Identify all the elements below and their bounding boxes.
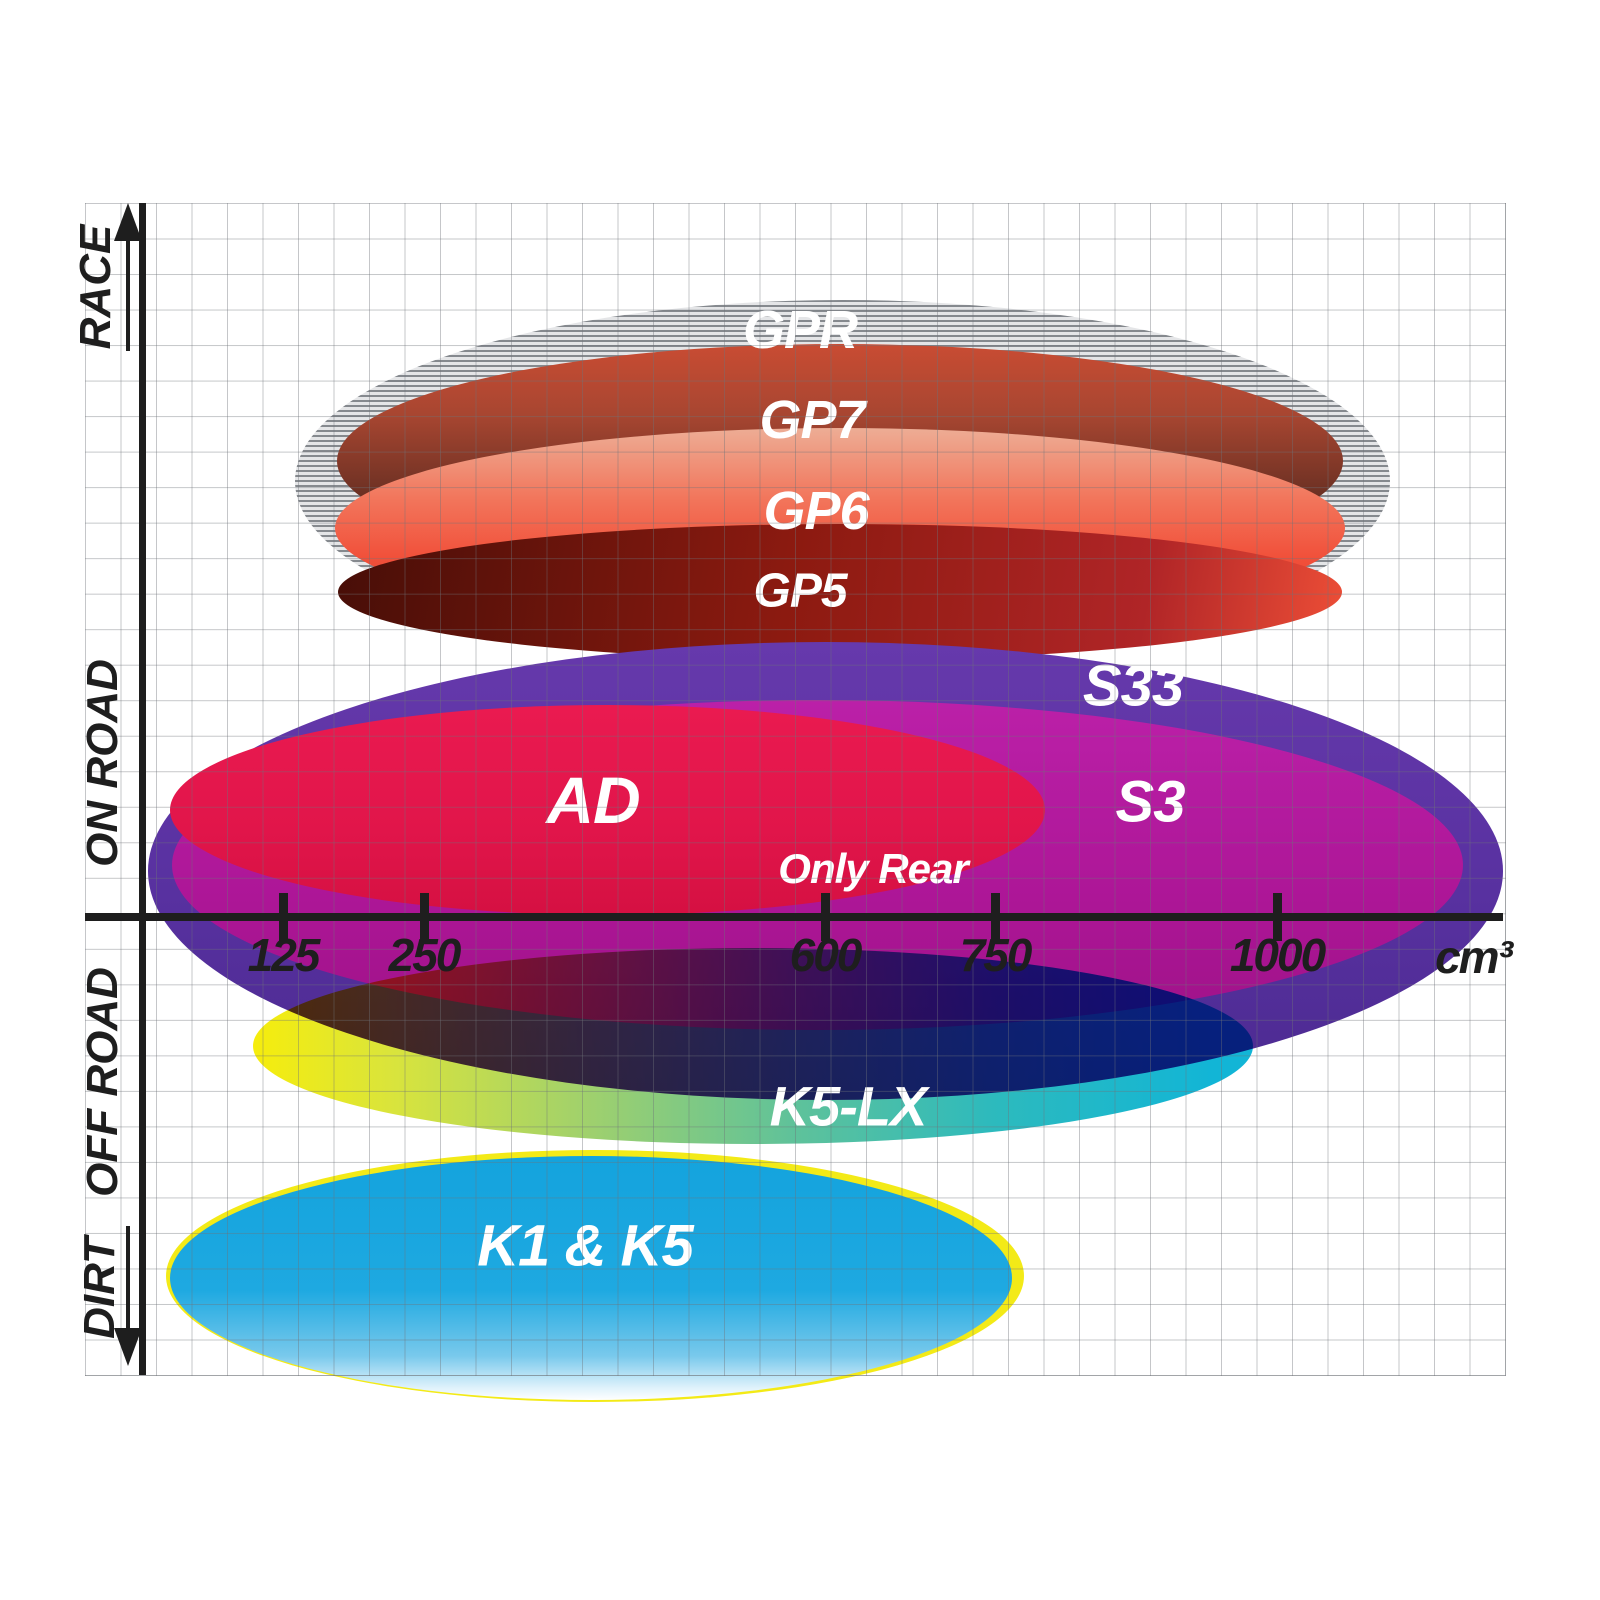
s33-label: S33 [1082, 653, 1184, 719]
x-tick-label-750: 750 [959, 929, 1033, 981]
y-axis-line [139, 203, 146, 1375]
band-label-off-road: OFF ROAD [78, 967, 127, 1197]
x-tick-250 [420, 893, 429, 941]
gp6-label: GP6 [763, 481, 869, 541]
band-label-race: RACE [71, 224, 120, 350]
gpr-label: GPR [742, 300, 858, 360]
only-rear-label: Only Rear [778, 845, 968, 892]
x-tick-label-250: 250 [388, 929, 462, 981]
ad-ellipse [170, 705, 1045, 915]
x-tick-600 [821, 893, 830, 941]
race-arrow-shaft [126, 238, 130, 351]
x-tick-label-1000: 1000 [1229, 929, 1326, 981]
k1k5-label: K1 & K5 [477, 1213, 693, 1279]
band-label-on-road: ON ROAD [78, 659, 127, 867]
k5lx-label: K5-LX [769, 1074, 928, 1138]
s3-label: S3 [1115, 769, 1186, 835]
dirt-arrow-down-icon [114, 1328, 142, 1366]
k1k5-ellipse [170, 1156, 1012, 1400]
x-tick-125 [279, 893, 288, 941]
dirt-arrow-shaft [126, 1226, 130, 1328]
x-tick-label-125: 125 [247, 929, 321, 981]
k5lx-ellipse [253, 948, 1253, 1144]
gp5-label: GP5 [753, 564, 847, 618]
gp5-ellipse [338, 524, 1342, 660]
band-label-dirt: DIRT [75, 1237, 124, 1339]
x-tick-label-600: 600 [789, 929, 863, 981]
x-tick-750 [991, 893, 1000, 941]
race-arrow-up-icon [114, 203, 142, 241]
x-tick-1000 [1273, 893, 1282, 941]
x-axis-line [85, 913, 1503, 921]
gp7-label: GP7 [759, 390, 865, 450]
ad-label: AD [546, 763, 640, 837]
x-axis-unit-label: cm³ [1435, 931, 1513, 983]
